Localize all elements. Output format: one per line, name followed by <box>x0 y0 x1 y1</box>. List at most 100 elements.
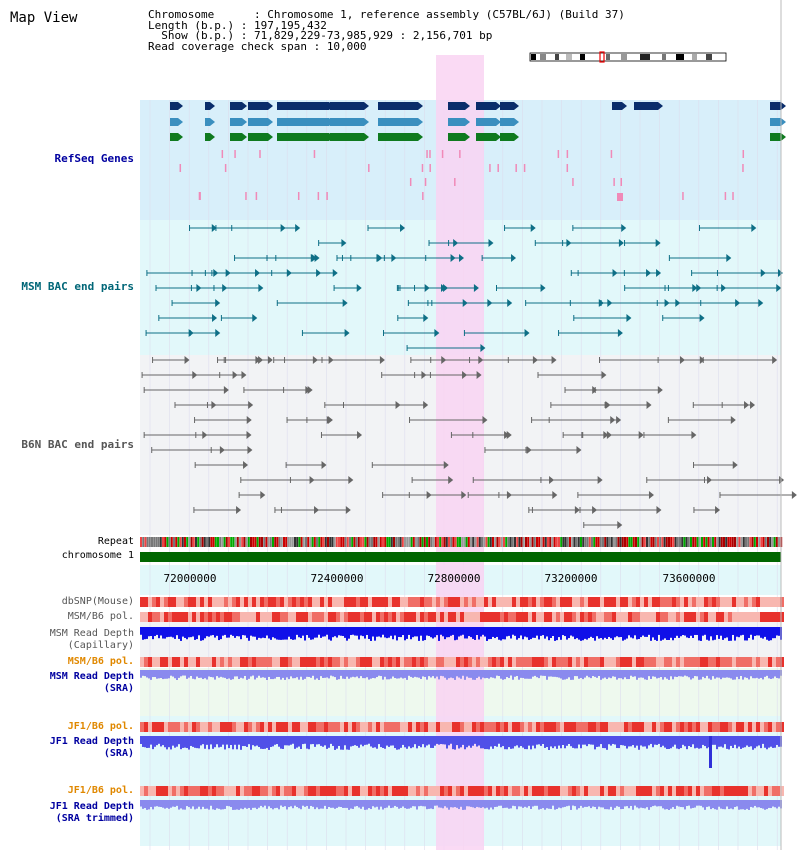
polymorphism-heat-tracks[interactable] <box>140 597 784 796</box>
repeat-track[interactable] <box>140 537 783 547</box>
read-depth-bar <box>404 736 406 748</box>
bac-pair-arrow <box>532 356 538 364</box>
read-depth-bar <box>644 736 646 747</box>
polymorphism-cell <box>264 612 268 622</box>
polymorphism-cell <box>756 657 760 667</box>
track-label-jf1-depth-sra[interactable]: JF1 Read Depth <box>49 736 134 747</box>
read-depth-bar <box>746 736 748 746</box>
read-depth-bar <box>676 627 678 636</box>
read-depth-bar <box>328 670 330 679</box>
axis-tick-label: 72000000 <box>164 572 217 585</box>
coverage-value: 10,000 <box>326 39 367 53</box>
bac-pair-arrow <box>356 284 362 292</box>
polymorphism-cell <box>240 786 244 796</box>
read-depth-tracks[interactable] <box>140 627 782 810</box>
repeat-element <box>203 537 206 547</box>
track-label-msm-bac[interactable]: MSM BAC end pairs <box>21 280 134 293</box>
read-depth-bar <box>202 670 204 680</box>
read-depth-bar <box>264 800 266 806</box>
polymorphism-cell <box>672 786 676 796</box>
chromosome-bar[interactable] <box>140 552 781 562</box>
polymorphism-cell <box>432 786 436 796</box>
repeat-element <box>538 537 541 547</box>
repeat-element <box>217 537 219 547</box>
repeat-element <box>496 537 499 547</box>
polymorphism-cell <box>372 722 376 732</box>
read-depth-bar <box>250 627 252 636</box>
polymorphism-cell <box>204 722 208 732</box>
read-depth-bar <box>444 627 446 640</box>
refseq-genes-track[interactable] <box>170 102 786 201</box>
track-label-dbsnp[interactable]: dbSNP(Mouse) <box>61 596 134 607</box>
track-label-msm-pol-2[interactable]: MSM/B6 pol. <box>67 656 134 667</box>
b6n-bac-end-pairs-track[interactable] <box>141 356 797 529</box>
track-label-jf1-depth-trimmed[interactable]: JF1 Read Depth <box>49 801 134 812</box>
gene-direction-arrow <box>268 118 273 126</box>
read-depth-bar <box>556 670 558 678</box>
read-depth-bar <box>176 736 178 747</box>
polymorphism-cell <box>332 722 336 732</box>
read-depth-bar <box>334 736 336 750</box>
read-depth-bar <box>490 800 492 808</box>
msm-bac-end-pairs-track[interactable] <box>145 224 783 352</box>
track-label-jf1-pol-1[interactable]: JF1/B6 pol. <box>67 721 134 732</box>
bac-pair-arrow <box>476 371 482 379</box>
track-label-msm-pol-1[interactable]: MSM/B6 pol. <box>67 611 134 622</box>
polymorphism-cell <box>148 657 152 667</box>
repeat-element <box>674 537 677 547</box>
read-depth-bar <box>274 800 276 809</box>
track-label-chromosome[interactable]: chromosome 1 <box>61 550 134 561</box>
bac-pair-arrow <box>316 269 322 277</box>
repeat-element <box>564 537 567 547</box>
read-depth-bar <box>516 627 518 640</box>
read-depth-bar <box>376 670 378 678</box>
chromosome-ideogram[interactable] <box>529 51 727 63</box>
polymorphism-cell <box>472 786 476 796</box>
track-label-refseq[interactable]: RefSeq Genes <box>54 152 134 165</box>
track-label-repeat[interactable]: Repeat <box>97 536 134 547</box>
highlight-region[interactable] <box>436 55 484 850</box>
polymorphism-cell <box>780 597 784 607</box>
polymorphism-cell <box>532 612 536 622</box>
read-depth-bar <box>594 736 596 750</box>
read-depth-bar <box>382 736 384 748</box>
read-depth-bar <box>650 670 652 679</box>
polymorphism-cell <box>256 786 260 796</box>
read-depth-bar <box>660 627 662 641</box>
read-depth-bar <box>470 670 472 678</box>
polymorphism-cell <box>464 786 468 796</box>
polymorphism-cell <box>240 657 244 667</box>
read-depth-bar <box>476 736 478 747</box>
gene-direction-arrow <box>242 118 247 126</box>
read-depth-bar <box>654 670 656 677</box>
read-depth-bar <box>512 670 514 680</box>
read-depth-bar <box>688 627 690 639</box>
read-depth-bar <box>566 670 568 679</box>
polymorphism-cell <box>220 722 224 732</box>
repeat-element <box>492 537 494 547</box>
polymorphism-cell <box>380 597 384 607</box>
read-depth-bar <box>320 670 322 677</box>
read-depth-bar <box>674 800 676 809</box>
track-label-msm-depth-capillary[interactable]: MSM Read Depth <box>49 628 134 639</box>
read-depth-bar <box>546 670 548 680</box>
read-depth-bar <box>618 800 620 807</box>
read-depth-bar <box>494 627 496 639</box>
read-depth-bar <box>442 736 444 745</box>
gene-exon-block <box>277 102 329 110</box>
polymorphism-cell <box>140 597 144 607</box>
read-depth-bar <box>508 627 510 636</box>
read-depth-bar <box>360 736 362 745</box>
repeat-element <box>542 537 545 547</box>
track-label-msm-depth-sra[interactable]: MSM Read Depth <box>49 671 134 682</box>
track-label-b6n-bac[interactable]: B6N BAC end pairs <box>21 438 134 451</box>
repeat-element <box>753 537 756 547</box>
track-label-jf1-pol-2[interactable]: JF1/B6 pol. <box>67 785 134 796</box>
read-depth-bar <box>574 627 576 640</box>
read-depth-bar <box>586 670 588 676</box>
read-depth-bar <box>586 627 588 640</box>
read-depth-bar <box>538 627 540 640</box>
read-depth-bar <box>502 670 504 680</box>
gene-marker <box>245 192 247 200</box>
